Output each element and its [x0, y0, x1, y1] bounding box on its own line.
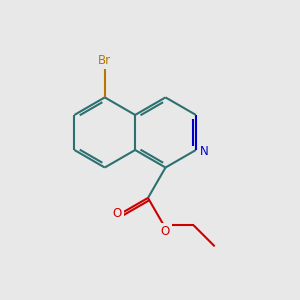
- Text: N: N: [200, 145, 208, 158]
- Text: O: O: [112, 207, 122, 220]
- Text: Br: Br: [98, 54, 111, 67]
- Text: O: O: [160, 225, 170, 238]
